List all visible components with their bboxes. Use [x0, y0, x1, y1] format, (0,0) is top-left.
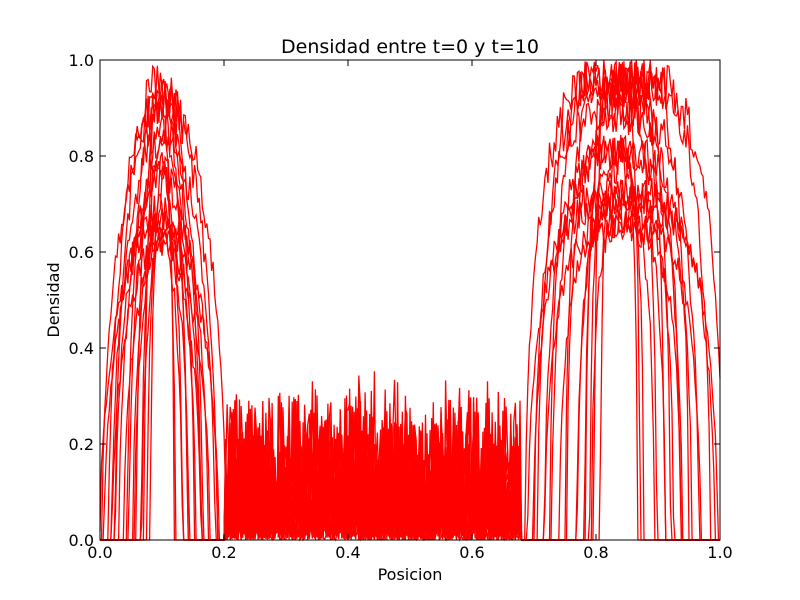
series-line — [99, 187, 720, 541]
x-tick-label: 0.4 — [335, 543, 360, 562]
y-tick-label: 0.2 — [69, 435, 94, 454]
y-tick-label: 0.8 — [69, 147, 94, 166]
y-tick-label: 1.0 — [69, 51, 94, 70]
plot-area — [99, 59, 721, 542]
x-axis: 0.0 0.2 0.4 0.6 0.8 1.0 — [87, 60, 733, 562]
x-tick-label: 0.6 — [459, 543, 484, 562]
x-tick-label: 0.0 — [87, 543, 112, 562]
y-tick-label: 0.0 — [69, 531, 94, 550]
y-tick-label: 0.4 — [69, 339, 94, 358]
x-tick-label: 0.2 — [211, 543, 236, 562]
y-axis-label: Densidad — [44, 262, 63, 337]
y-tick-label: 0.6 — [69, 243, 94, 262]
x-tick-label: 1.0 — [707, 543, 732, 562]
y-axis: 0.0 0.2 0.4 0.6 0.8 1.0 — [69, 51, 720, 550]
x-tick-label: 0.8 — [583, 543, 608, 562]
series-line — [100, 211, 720, 542]
series-line — [100, 60, 721, 541]
series-line — [100, 59, 720, 542]
chart-title: Densidad entre t=0 y t=10 — [281, 36, 539, 58]
x-axis-label: Posicion — [378, 565, 443, 584]
plot-frame — [99, 59, 721, 541]
